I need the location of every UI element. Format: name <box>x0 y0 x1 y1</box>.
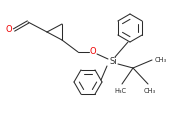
Text: Si: Si <box>109 58 117 66</box>
Text: H₃C: H₃C <box>114 88 126 94</box>
Text: CH₃: CH₃ <box>155 57 167 63</box>
Text: O: O <box>90 48 96 56</box>
Text: CH₃: CH₃ <box>144 88 156 94</box>
Text: O: O <box>6 25 12 35</box>
